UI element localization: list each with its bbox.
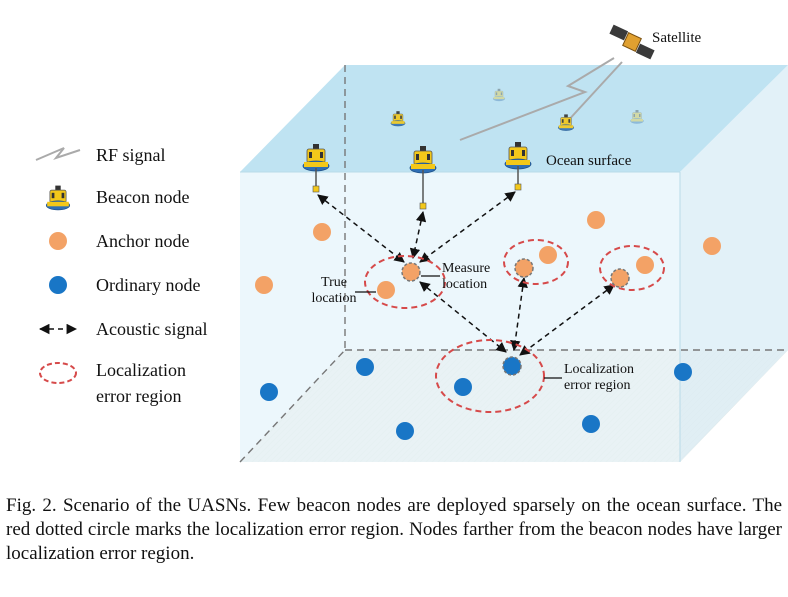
anchor-node	[703, 237, 721, 255]
measured-location	[610, 268, 630, 288]
legend-error-region: Localization error region	[0, 358, 240, 414]
localization-error-regions	[364, 239, 665, 413]
anchor-node	[255, 276, 273, 294]
error-region-2	[503, 239, 569, 285]
ordinary-node	[674, 363, 692, 381]
figure-caption: Fig. 2. Scenario of the UASNs. Few beaco…	[6, 495, 782, 564]
measured-ordinary-location	[502, 356, 522, 376]
legend-rf-signal: RF signal	[0, 140, 240, 170]
ordinary-node	[356, 358, 374, 376]
anchor-node	[587, 211, 605, 229]
measure-location-label-2: location	[442, 277, 487, 292]
water-right-face	[680, 65, 788, 462]
satellite-label: Satellite	[652, 30, 701, 46]
legend-anchor-node: Anchor node	[0, 226, 240, 256]
measured-location	[401, 262, 421, 282]
legend-beacon-node: Beacon node	[0, 182, 240, 212]
error-region-4	[435, 339, 545, 413]
rf-signal-icon	[35, 147, 81, 161]
ordinary-node	[396, 422, 414, 440]
anchor-node	[539, 246, 557, 264]
error-region-icon	[39, 362, 77, 384]
error-region-label: Localization	[564, 362, 634, 377]
uasn-scenario-diagram: Satellite Ocean surface	[239, 24, 788, 463]
true-location-label: True	[321, 275, 347, 290]
ordinary-nodes	[260, 358, 692, 440]
legend-acoustic-signal: Acoustic signal	[0, 314, 240, 344]
anchor-nodes	[255, 211, 721, 299]
measure-location-label: Measure	[442, 261, 490, 276]
ordinary-node	[582, 415, 600, 433]
anchor-node	[313, 223, 331, 241]
true-location-label-2: location	[311, 291, 356, 306]
satellite-icon	[609, 24, 655, 60]
acoustic-signal-icon	[38, 323, 78, 335]
error-region-3	[599, 245, 665, 291]
anchor-node-icon	[49, 232, 67, 250]
anchor-node	[377, 281, 395, 299]
rf-signal-lines	[459, 57, 623, 141]
anchor-node	[636, 256, 654, 274]
error-region-1	[364, 255, 446, 309]
ocean-surface-label: Ocean surface	[546, 153, 632, 169]
ordinary-node-icon	[49, 276, 67, 294]
beacon-node-1	[302, 143, 330, 193]
ordinary-node	[260, 383, 278, 401]
measured-location	[514, 258, 534, 278]
water-front-face	[240, 172, 680, 462]
beacon-node-3	[504, 141, 532, 191]
ordinary-node	[454, 378, 472, 396]
measured-locations	[401, 258, 630, 288]
error-region-label-2: error region	[564, 378, 630, 393]
beacon-node-icon	[45, 185, 71, 211]
legend: RF signal Beacon node Anchor node Ordina…	[0, 130, 240, 420]
legend-ordinary-node: Ordinary node	[0, 270, 240, 300]
